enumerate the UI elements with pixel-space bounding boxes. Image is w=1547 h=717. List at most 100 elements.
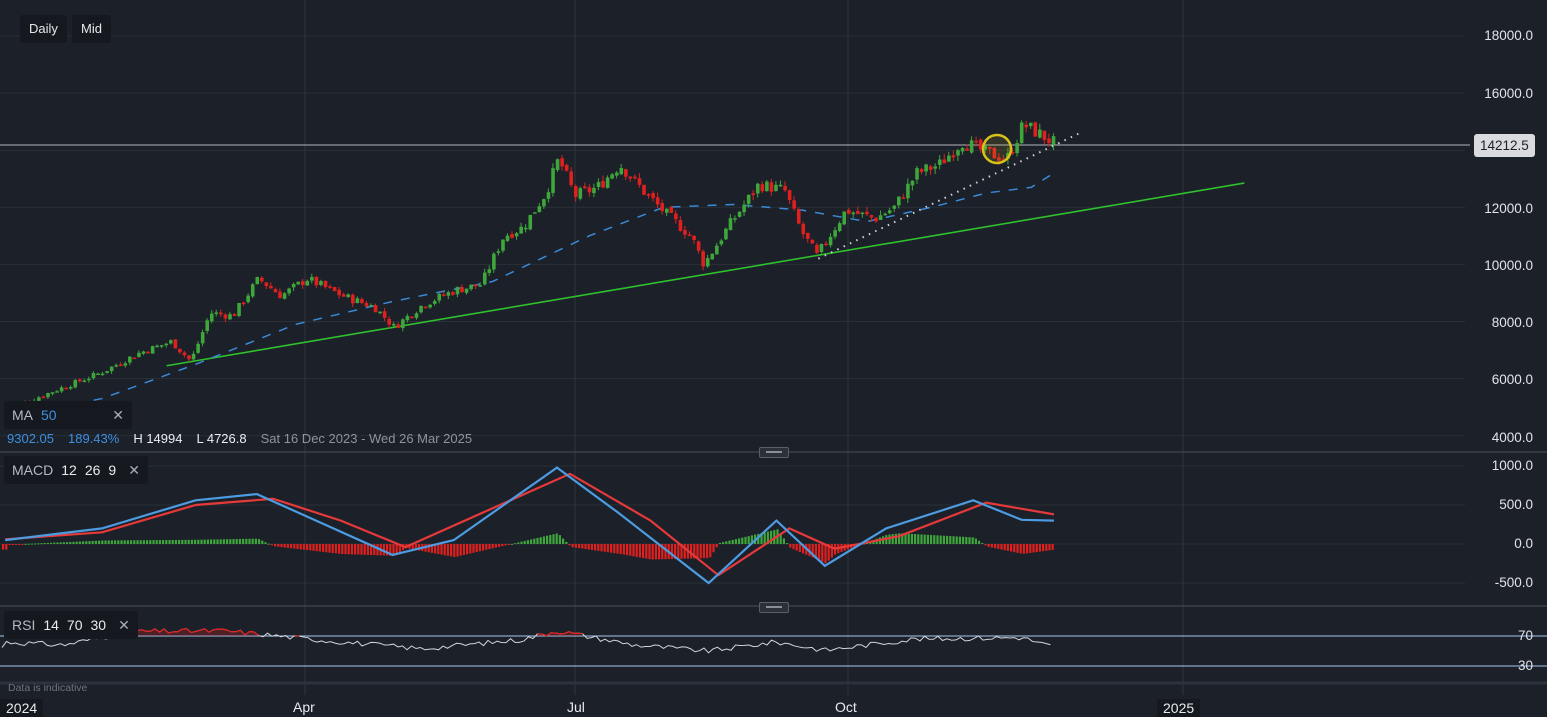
macd-histogram-bar bbox=[1019, 544, 1022, 554]
macd-histogram-bar bbox=[418, 544, 421, 551]
change-percent: 189.43% bbox=[68, 431, 120, 446]
macd-histogram-bar bbox=[782, 538, 785, 544]
candle-body bbox=[769, 182, 774, 192]
macd-histogram-bar bbox=[130, 540, 133, 544]
candle-body bbox=[68, 387, 73, 389]
macd-histogram-bar bbox=[414, 544, 417, 550]
macd-histogram-bar bbox=[232, 539, 235, 544]
candle-body bbox=[360, 299, 364, 303]
macd-histogram-bar bbox=[309, 544, 312, 551]
close-icon[interactable]: ✕ bbox=[128, 462, 140, 478]
macd-histogram-bar bbox=[197, 539, 200, 544]
macd-axis-tick: 0.0 bbox=[1514, 536, 1533, 551]
macd-histogram-bar bbox=[88, 541, 91, 544]
macd-histogram-bar bbox=[1048, 544, 1051, 551]
candle-body bbox=[169, 340, 173, 344]
macd-histogram-bar bbox=[318, 544, 321, 552]
pane-resize-handle[interactable] bbox=[759, 447, 789, 458]
macd-histogram-bar bbox=[674, 544, 677, 559]
close-icon[interactable]: ✕ bbox=[112, 407, 124, 423]
ma-legend[interactable]: MA 50 ✕ bbox=[4, 401, 132, 429]
candle-body bbox=[551, 168, 555, 193]
close-icon[interactable]: ✕ bbox=[118, 617, 130, 633]
candle-body bbox=[346, 294, 351, 298]
macd-axis-tick: 1000.0 bbox=[1491, 458, 1533, 473]
candle-body bbox=[310, 277, 314, 281]
macd-histogram-bar bbox=[350, 544, 353, 555]
interval-button[interactable]: Daily bbox=[20, 15, 67, 43]
candle-body bbox=[614, 172, 619, 176]
macd-histogram-bar bbox=[933, 535, 936, 544]
candle-body bbox=[983, 145, 988, 150]
candle-body bbox=[55, 391, 59, 393]
candle-body bbox=[473, 284, 478, 287]
candle-body bbox=[510, 234, 514, 238]
macd-histogram-bar bbox=[50, 542, 53, 544]
candle-body bbox=[974, 140, 978, 143]
candle-body bbox=[655, 197, 660, 205]
candle-body bbox=[514, 233, 519, 237]
candle-body bbox=[856, 210, 860, 214]
macd-histogram-bar bbox=[14, 544, 17, 545]
rsi-axis-tick: 70 bbox=[1517, 628, 1533, 643]
candle-body bbox=[578, 188, 583, 199]
macd-histogram-bar bbox=[1022, 544, 1025, 554]
candle-body bbox=[533, 212, 537, 214]
macd-histogram-bar bbox=[683, 544, 686, 559]
macd-histogram-bar bbox=[280, 544, 283, 548]
candle-body bbox=[50, 392, 55, 394]
candle-body bbox=[464, 288, 469, 293]
macd-histogram-bar bbox=[651, 544, 654, 560]
macd-histogram-bar bbox=[229, 539, 232, 544]
candle-body bbox=[765, 181, 769, 192]
macd-histogram-bar bbox=[517, 542, 520, 544]
candle-body bbox=[687, 234, 692, 237]
macd-histogram-bar bbox=[680, 544, 683, 559]
candle-body bbox=[937, 159, 942, 165]
macd-histogram-bar bbox=[1000, 544, 1003, 550]
macd-histogram-bar bbox=[184, 539, 187, 544]
candle-body bbox=[596, 182, 601, 187]
macd-histogram-bar bbox=[107, 540, 110, 544]
macd-histogram-bar bbox=[91, 540, 94, 544]
macd-histogram-bar bbox=[78, 541, 81, 544]
candle-body bbox=[382, 311, 387, 318]
candle-body bbox=[501, 239, 505, 251]
candle-body bbox=[214, 312, 219, 314]
price-type-button[interactable]: Mid bbox=[72, 15, 111, 43]
candle-body bbox=[865, 211, 869, 215]
candle-body bbox=[869, 215, 874, 218]
macd-histogram-bar bbox=[565, 541, 568, 544]
candle-body bbox=[369, 305, 373, 307]
x-axis-label: 2024 bbox=[0, 699, 44, 717]
pane-resize-handle[interactable] bbox=[759, 602, 789, 613]
candle-body bbox=[451, 292, 455, 295]
rsi-legend[interactable]: RSI 14 70 30 ✕ bbox=[4, 611, 138, 639]
macd-histogram-bar bbox=[738, 538, 741, 544]
macd-histogram-bar bbox=[997, 544, 1000, 549]
macd-line bbox=[5, 466, 1054, 585]
macd-histogram-bar bbox=[293, 544, 296, 549]
candle-body bbox=[787, 190, 792, 200]
candle-body bbox=[337, 289, 341, 296]
macd-histogram-bar bbox=[987, 544, 990, 547]
macd-histogram-bar bbox=[507, 544, 510, 545]
macd-histogram-bar bbox=[446, 544, 449, 556]
macd-histogram-bar bbox=[34, 543, 37, 545]
macd-histogram-bar bbox=[1010, 544, 1013, 552]
macd-histogram-bar bbox=[66, 542, 69, 544]
macd-histogram-bar bbox=[248, 538, 251, 544]
candle-body bbox=[633, 176, 637, 179]
macd-legend[interactable]: MACD 12 26 9 ✕ bbox=[4, 456, 148, 484]
macd-histogram-bar bbox=[325, 544, 328, 553]
price-axis-tick: 16000.0 bbox=[1484, 86, 1533, 101]
macd-histogram-bar bbox=[901, 533, 904, 544]
macd-histogram-bar bbox=[558, 535, 561, 544]
candle-body bbox=[505, 235, 510, 241]
ohlc-stats: 9302.05 189.43% H 14994 L 4726.8 Sat 16 … bbox=[7, 431, 472, 446]
macd-histogram-bar bbox=[926, 534, 929, 544]
candle-body bbox=[264, 282, 269, 287]
candle-body bbox=[319, 281, 323, 285]
